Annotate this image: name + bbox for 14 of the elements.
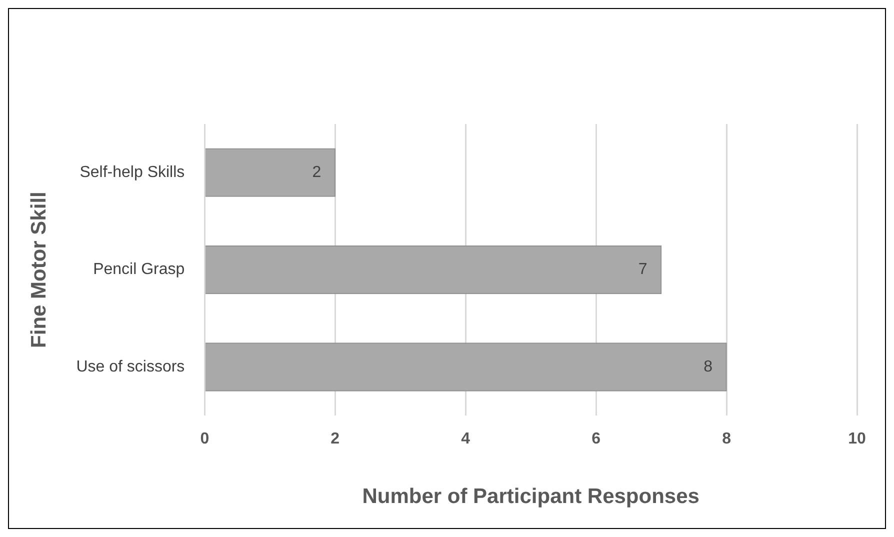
x-axis-title: Number of Participant Responses	[362, 485, 700, 508]
x-tick-label: 10	[848, 430, 866, 448]
data-label: 7	[638, 261, 648, 278]
x-tick-label: 8	[722, 430, 732, 448]
x-tick-label: 6	[592, 430, 601, 448]
y-tick-label: Self-help Skills	[80, 164, 185, 182]
x-tick-label: 0	[200, 430, 210, 448]
x-tick-label: 4	[461, 430, 470, 448]
x-tick-label: 2	[330, 430, 340, 448]
y-tick-label: Pencil Grasp	[93, 261, 185, 278]
data-label: 2	[312, 164, 322, 182]
data-label: 8	[704, 358, 713, 376]
y-tick-label: Use of scissors	[76, 358, 185, 376]
y-axis-title: Fine Motor Skill	[27, 192, 50, 348]
